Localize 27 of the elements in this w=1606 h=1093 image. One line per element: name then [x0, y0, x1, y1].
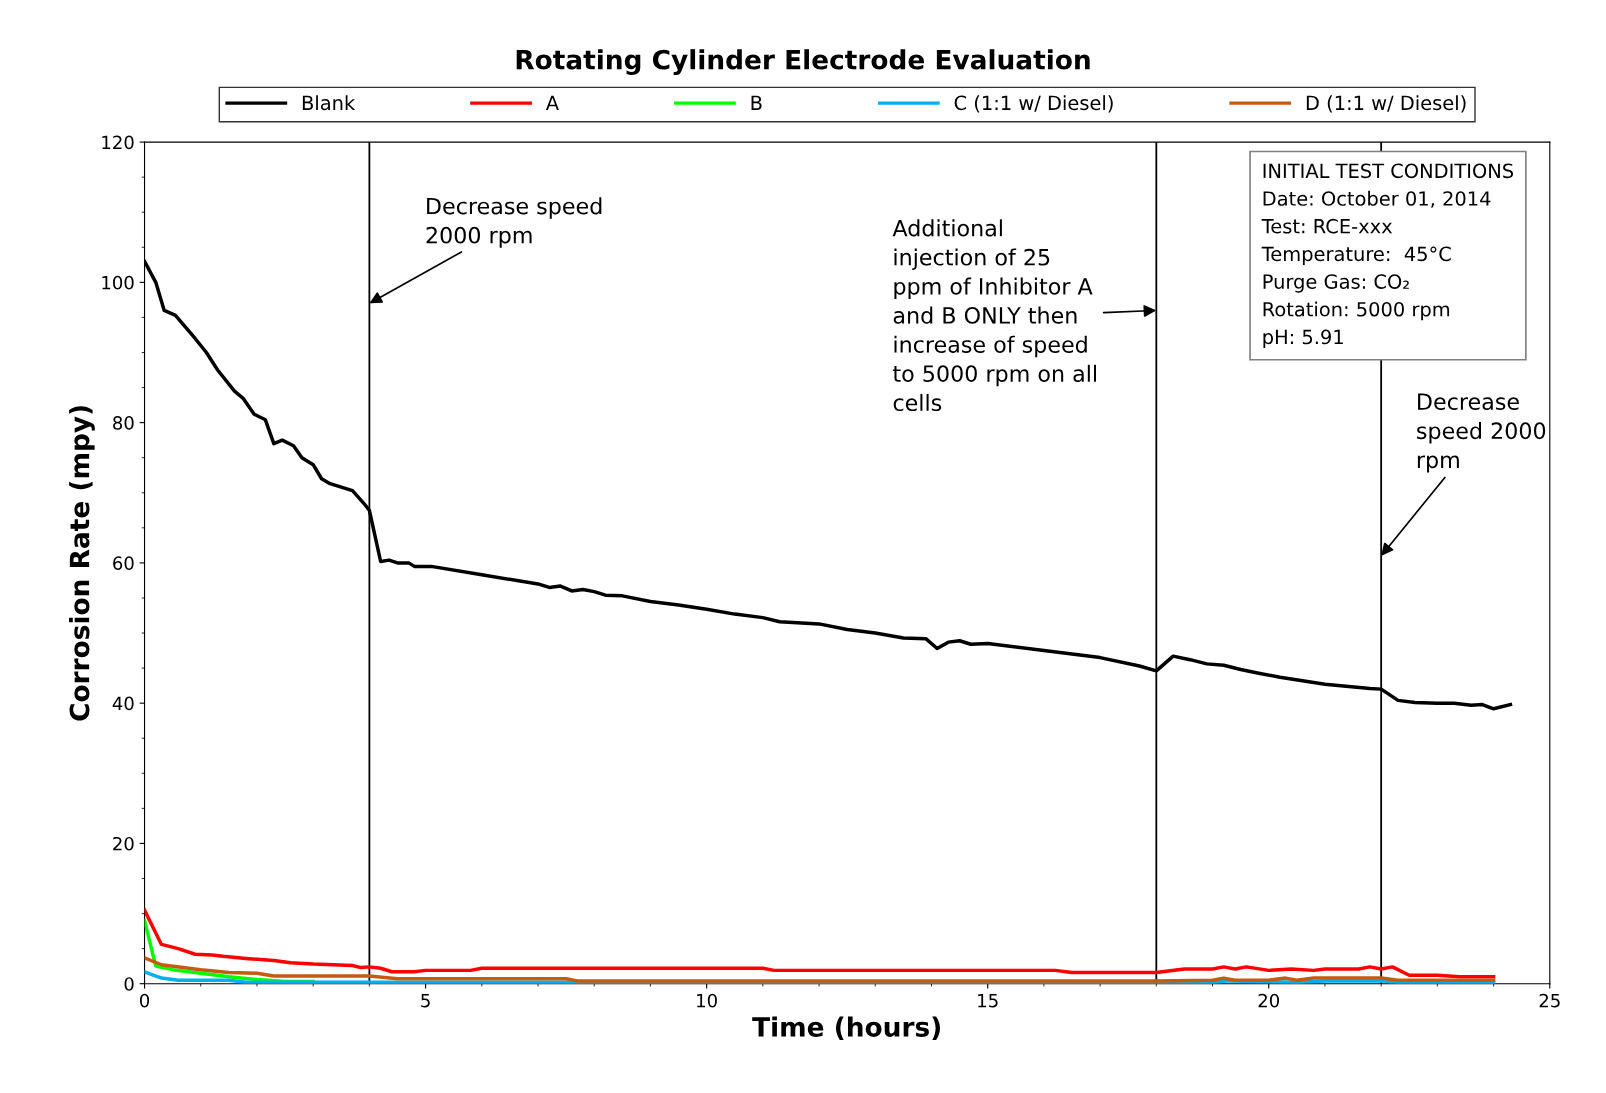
legend-label: A	[545, 95, 559, 110]
y-axis-title: Corrosion Rate (mpy)	[69, 406, 95, 721]
legend-label: C (1:1 w/ Diesel)	[954, 95, 1113, 113]
x-tick-label: 5	[421, 993, 430, 1008]
x-tick-label: 10	[697, 993, 717, 1008]
y-tick-label: 40	[112, 696, 134, 711]
y-tick-label: 120	[102, 135, 134, 150]
annotation: INITIAL TEST CONDITIONS Date: October 01, 2014 Test: RCE-xxx Temperature: 45°C Purge Gas: CO₂ Rotation: 5000 rpm pH: 5.91	[1261, 163, 1514, 349]
annotation: Decrease speed 2000 rpm	[1417, 393, 1546, 473]
chart-title: Rotating Cylinder Electrode Evaluation	[516, 49, 1090, 75]
annotation: Additional injection of 25 ppm of Inhibitor A and B ONLY then increase of speed to 5000 rpm on all cells	[892, 219, 1096, 412]
y-tick-label: 80	[113, 416, 134, 430]
x-tick-label: 25	[1539, 993, 1560, 1008]
x-tick-label: 20	[1258, 993, 1280, 1008]
legend-label: Blank	[302, 95, 356, 111]
y-tick-label: 20	[113, 836, 134, 851]
line-series	[144, 908, 1496, 979]
x-tick-label: 15	[978, 993, 998, 1008]
y-tick-label: 0	[124, 977, 134, 991]
legend-label: B	[751, 95, 762, 110]
line-series	[144, 956, 1496, 983]
x-tick-label: 0	[139, 993, 150, 1008]
legend-label: D (1:1 w/ Diesel)	[1306, 95, 1466, 113]
y-tick-label: 100	[102, 275, 134, 290]
annotation: Decrease speed 2000 rpm	[426, 197, 602, 248]
y-tick-label: 60	[113, 556, 134, 571]
x-axis-title: Time (hours)	[752, 1016, 940, 1040]
